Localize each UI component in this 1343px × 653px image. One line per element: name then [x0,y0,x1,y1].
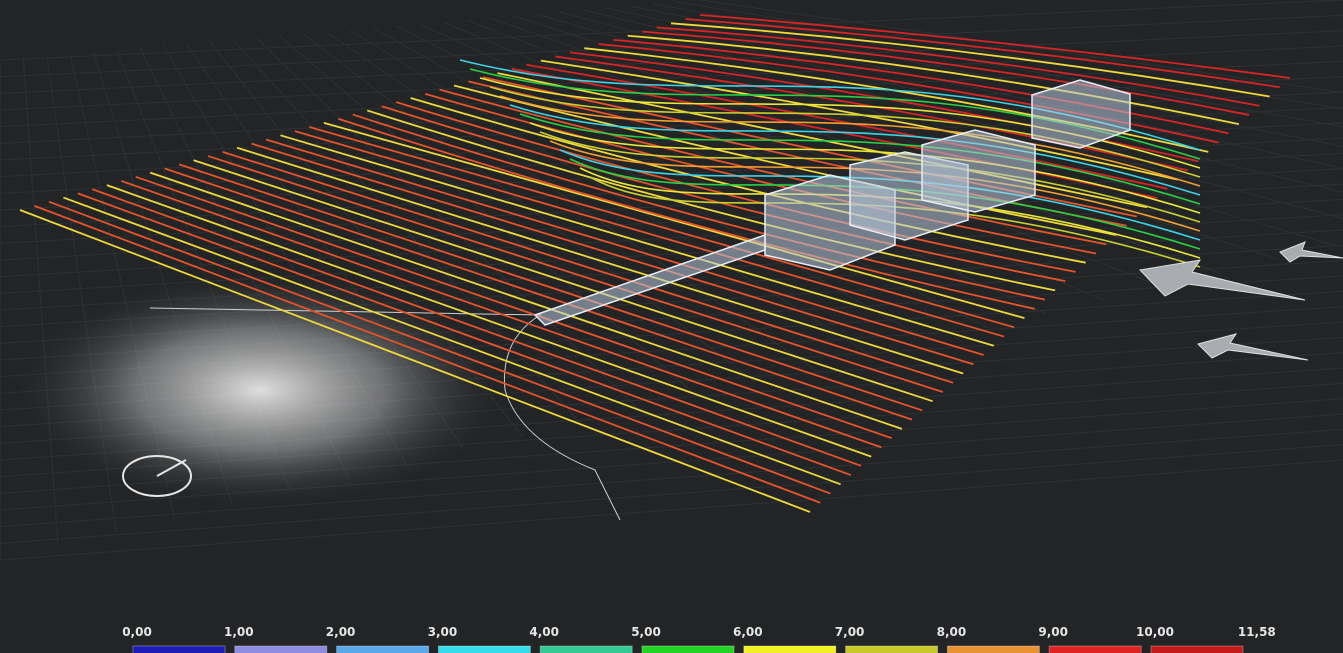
viewport: 0,00 1,00 2,00 3,00 4,00 5,00 6,00 7,00 8,00 9,00… [0,0,1343,653]
legend-label: 4,00 [529,625,559,639]
legend-label: 10,00 [1136,625,1174,639]
legend-label: 0,00 [122,625,152,639]
legend-label: 7,00 [835,625,865,639]
legend-swatch [1151,646,1243,653]
ground-glow [10,270,510,510]
legend-swatch [1049,646,1141,653]
legend-label: 8,00 [937,625,967,639]
legend-label: 11,58 [1238,625,1276,639]
wind-arrows [1140,242,1343,360]
legend-label: 6,00 [733,625,763,639]
legend-swatch [235,646,327,653]
legend-swatch [438,646,530,653]
legend-swatch [744,646,836,653]
legend-label: 5,00 [631,625,661,639]
legend-swatch [642,646,734,653]
wind-arrow [1198,334,1308,360]
box-3 [922,130,1035,212]
legend-label: 9,00 [1038,625,1068,639]
legend-label: 3,00 [428,625,458,639]
color-legend: 0,00 1,00 2,00 3,00 4,00 5,00 6,00 7,00 8,00 9,00… [122,625,1276,653]
grid-line [0,46,1343,110]
legend-swatch [846,646,938,653]
legend-swatch [337,646,429,653]
legend-label: 1,00 [224,625,254,639]
legend-label: 2,00 [326,625,356,639]
page: 0,00 1,00 2,00 3,00 4,00 5,00 6,00 7,00 8,00 9,00… [0,0,1343,653]
legend-swatch [133,646,225,653]
legend-swatch [947,646,1039,653]
legend-swatch [540,646,632,653]
